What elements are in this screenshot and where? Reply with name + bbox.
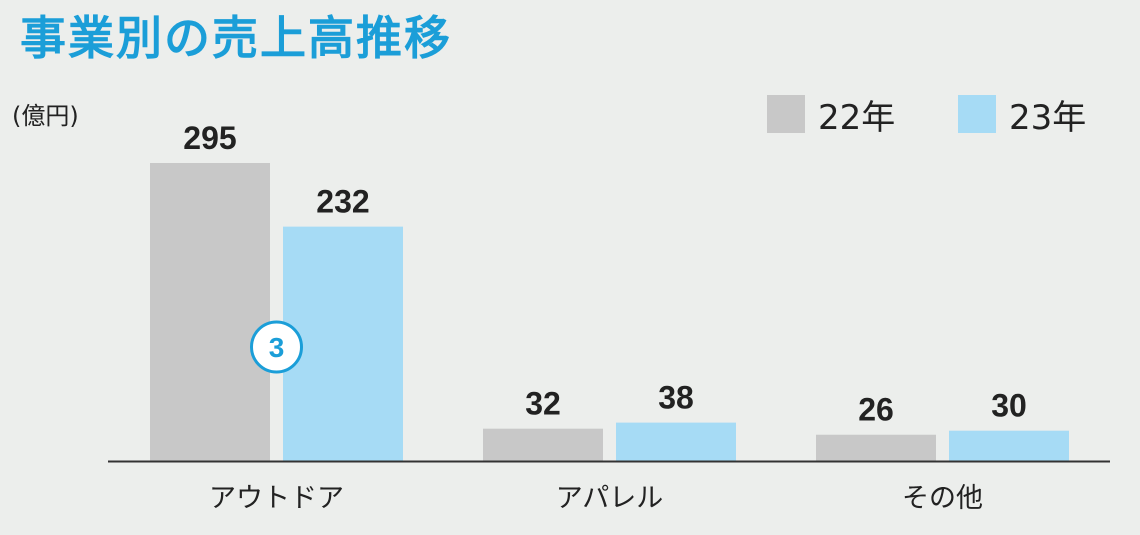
chart-title: 事業別の売上高推移 bbox=[20, 11, 452, 65]
category-label: アウトドア bbox=[209, 483, 344, 514]
value-label: 32 bbox=[525, 386, 561, 422]
bar-22-2 bbox=[816, 434, 936, 461]
bar-23-0 bbox=[283, 226, 403, 461]
legend-label: 23年 bbox=[1009, 98, 1086, 138]
value-label: 295 bbox=[183, 120, 236, 156]
marker-circle bbox=[250, 320, 303, 374]
marker-number: 3 bbox=[269, 332, 285, 363]
category-label: アパレル bbox=[556, 483, 663, 514]
legend-label: 22年 bbox=[818, 98, 895, 138]
value-label: 38 bbox=[658, 380, 694, 416]
bar-23-1 bbox=[616, 422, 736, 461]
annotations: 3 bbox=[250, 320, 303, 374]
category-label: その他 bbox=[902, 483, 983, 514]
bar-22-1 bbox=[483, 428, 603, 461]
value-label: 232 bbox=[316, 184, 369, 220]
bars-group: 295 232 32 38 26 30 bbox=[150, 120, 1069, 461]
bar-23-2 bbox=[949, 430, 1069, 461]
y-unit-label: (億円) bbox=[12, 102, 79, 130]
legend-swatch bbox=[958, 95, 996, 133]
bar-22-0 bbox=[150, 163, 270, 461]
value-label: 30 bbox=[991, 388, 1027, 424]
category-labels: アウトドア アパレル その他 bbox=[209, 483, 983, 514]
value-label: 26 bbox=[858, 392, 894, 428]
legend-swatch bbox=[767, 95, 805, 133]
legend: 22年 23年 bbox=[767, 95, 1086, 138]
